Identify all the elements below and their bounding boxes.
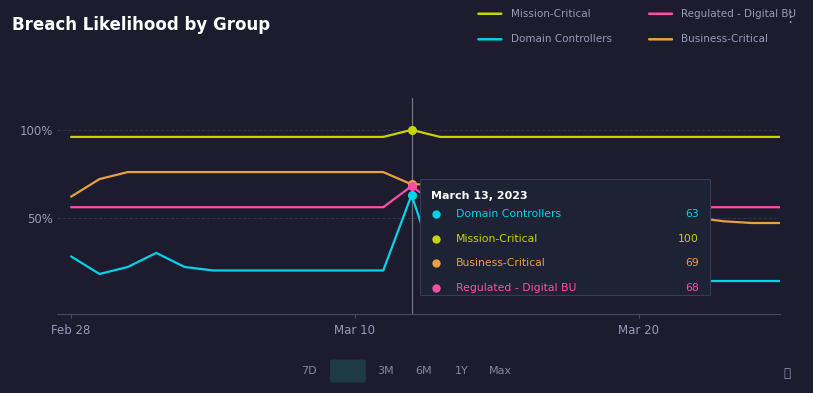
Text: 7D: 7D [301,366,317,376]
Text: Business-Critical: Business-Critical [681,34,768,44]
Text: Max: Max [489,366,511,376]
FancyBboxPatch shape [420,179,710,295]
Text: Regulated - Digital BU: Regulated - Digital BU [681,9,796,19]
Text: March 13, 2023: March 13, 2023 [431,191,528,201]
Text: Breach Likelihood by Group: Breach Likelihood by Group [12,16,270,34]
Text: 1Y: 1Y [455,366,468,376]
Text: 3M: 3M [377,366,393,376]
Text: Domain Controllers: Domain Controllers [511,34,611,44]
Text: Mission-Critical: Mission-Critical [456,233,538,244]
Text: 69: 69 [685,258,698,268]
Text: 63: 63 [685,209,698,219]
Text: 6M: 6M [415,366,432,376]
Text: ⓘ: ⓘ [784,367,790,380]
Text: 68: 68 [685,283,698,293]
Text: Domain Controllers: Domain Controllers [456,209,562,219]
Text: 100: 100 [678,233,698,244]
Text: Business-Critical: Business-Critical [456,258,546,268]
Text: Mission-Critical: Mission-Critical [511,9,590,19]
Text: ⋮: ⋮ [783,10,798,25]
Text: Regulated - Digital BU: Regulated - Digital BU [456,283,576,293]
Text: 1M: 1M [337,366,357,376]
